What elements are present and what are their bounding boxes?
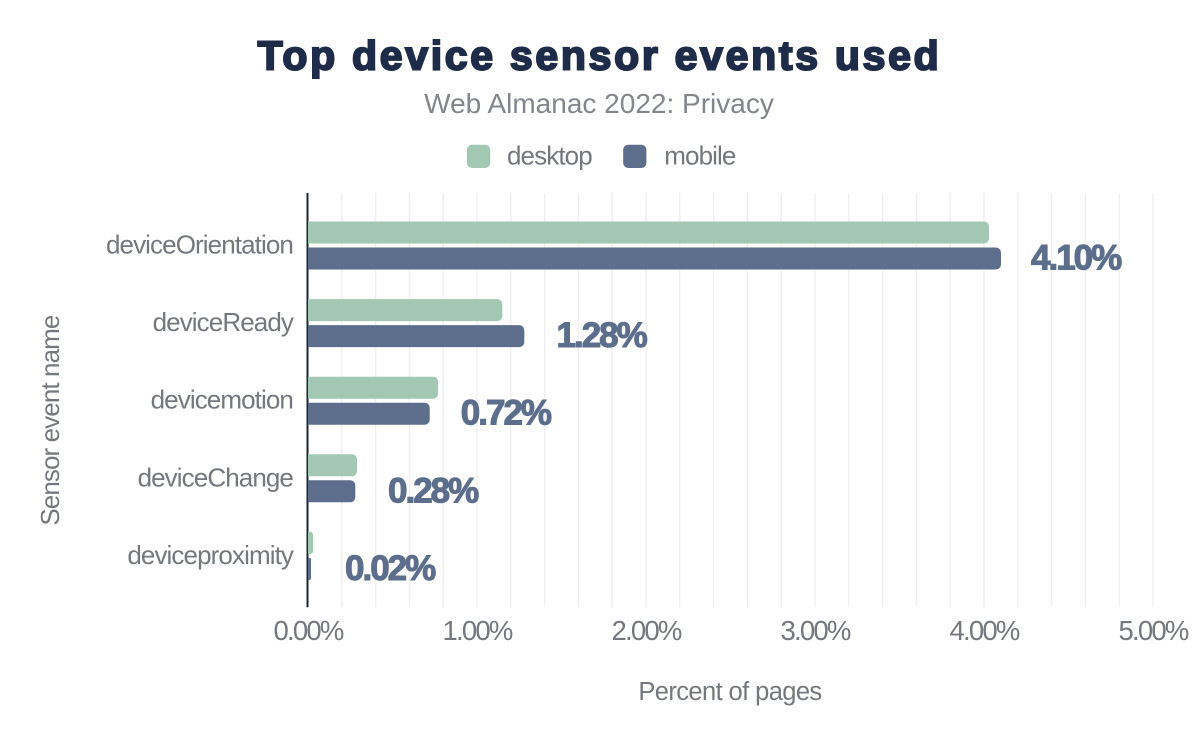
svg-text:0.00%: 0.00% [274, 615, 344, 646]
svg-text:mobile: mobile [664, 140, 736, 170]
svg-text:5.00%: 5.00% [1119, 615, 1189, 646]
svg-text:deviceproximity: deviceproximity [127, 540, 294, 570]
svg-text:0.02%: 0.02% [345, 549, 436, 588]
svg-text:desktop: desktop [507, 140, 592, 170]
svg-text:0.72%: 0.72% [461, 394, 552, 433]
svg-text:4.00%: 4.00% [950, 615, 1020, 646]
svg-text:Top device sensor events used: Top device sensor events used [258, 33, 942, 79]
svg-text:Percent of pages: Percent of pages [638, 678, 821, 706]
svg-text:Web Almanac 2022: Privacy: Web Almanac 2022: Privacy [424, 88, 774, 119]
svg-text:Sensor event name: Sensor event name [35, 315, 65, 526]
svg-text:1.00%: 1.00% [443, 615, 513, 646]
svg-text:4.10%: 4.10% [1031, 239, 1122, 278]
svg-text:3.00%: 3.00% [781, 615, 851, 646]
svg-text:0.28%: 0.28% [388, 471, 479, 510]
svg-text:deviceChange: deviceChange [138, 462, 294, 492]
svg-text:devicemotion: devicemotion [151, 385, 293, 415]
svg-text:1.28%: 1.28% [557, 316, 648, 355]
svg-text:2.00%: 2.00% [612, 615, 682, 646]
svg-text:deviceReady: deviceReady [153, 307, 294, 337]
svg-text:deviceOrientation: deviceOrientation [106, 230, 293, 260]
